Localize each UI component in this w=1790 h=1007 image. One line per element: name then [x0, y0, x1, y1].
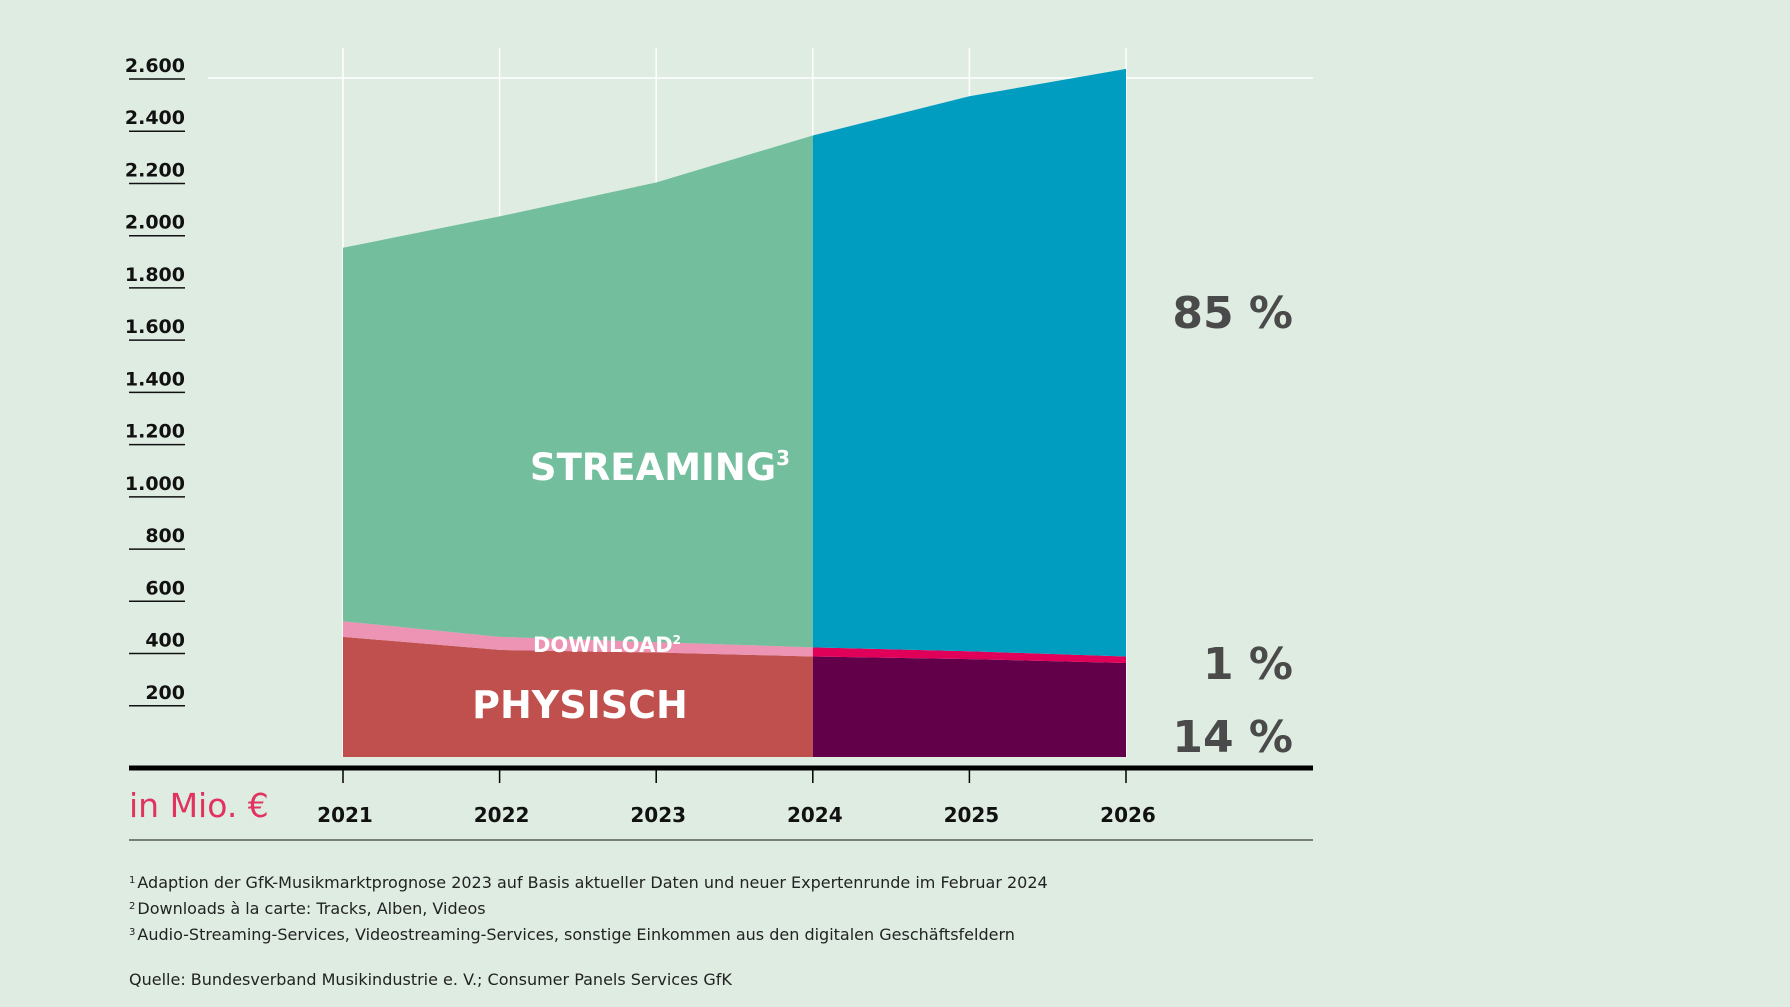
- xtick-label: 2023: [630, 803, 686, 827]
- series-label-streaming: STREAMING3: [530, 446, 790, 489]
- ytick-label: 2.200: [125, 159, 185, 181]
- series-labels: STREAMING3 DOWNLOAD2 PHYSISCH: [472, 446, 790, 727]
- xtick-label: 2026: [1100, 803, 1156, 827]
- ytick-label: 1.200: [125, 421, 185, 443]
- xtick-label: 2021: [317, 803, 373, 827]
- area-streaming-actual: [343, 135, 813, 648]
- footnotes: 1 Adaption der GfK-Musikmarktprognose 202…: [129, 869, 1048, 947]
- share-physisch: 14 %: [1172, 712, 1293, 763]
- footnote-2: 2 Downloads à la carte: Tracks, Alben, Vi…: [129, 899, 486, 918]
- xtick-label: 2025: [944, 803, 1000, 827]
- ytick-label: 1.400: [125, 368, 185, 390]
- series-label-physisch: PHYSISCH: [472, 683, 688, 727]
- chart-areas: [343, 68, 1126, 757]
- source-note: Quelle: Bundesverband Musikindustrie e. …: [129, 970, 732, 989]
- share-labels: 85 % 1 % 14 %: [1172, 288, 1293, 763]
- share-download: 1 %: [1203, 639, 1293, 690]
- ytick-label: 2.600: [125, 55, 185, 77]
- area-download-forecast: [812, 647, 1126, 663]
- ytick-label: 600: [145, 577, 185, 599]
- area-physisch-actual: [343, 636, 813, 757]
- area-download-actual: [343, 621, 813, 657]
- xtick-label: 2022: [474, 803, 530, 827]
- series-label-download: DOWNLOAD2: [533, 633, 681, 657]
- area-streaming-forecast: [812, 68, 1126, 657]
- ytick-label: 400: [145, 630, 185, 652]
- ytick-label: 1.600: [125, 316, 185, 338]
- area-physisch-forecast: [812, 656, 1126, 757]
- ytick-label: 1.000: [125, 473, 185, 495]
- x-axis: 2021 2022 2023 2024 2025 2026: [129, 765, 1313, 841]
- footnote-1: 1 Adaption der GfK-Musikmarktprognose 202…: [129, 873, 1048, 892]
- ytick-label: 800: [145, 525, 185, 547]
- ytick-label: 200: [145, 682, 185, 704]
- ytick-label: 2.000: [125, 212, 185, 234]
- unit-label: in Mio. €: [129, 786, 269, 825]
- share-streaming: 85 %: [1172, 288, 1293, 339]
- y-axis: 200 400 600 800 1.000 1.200 1.400 1.600 1.800 2.0…: [125, 55, 185, 707]
- ytick-label: 1.800: [125, 264, 185, 286]
- footnote-3: 3 Audio-Streaming-Services, Videostreamin…: [129, 925, 1015, 944]
- ytick-label: 2.400: [125, 107, 185, 129]
- xtick-label: 2024: [787, 803, 843, 827]
